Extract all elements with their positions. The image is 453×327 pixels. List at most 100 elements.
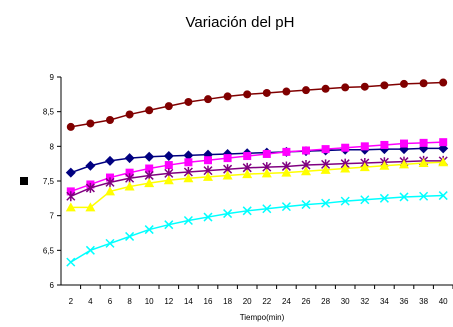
x-axis-label: Tiempo(min) xyxy=(240,313,285,322)
data-point xyxy=(341,83,350,92)
data-point xyxy=(281,202,291,212)
data-point xyxy=(242,206,252,216)
data-point xyxy=(66,191,76,202)
data-point xyxy=(321,84,330,93)
data-point xyxy=(85,160,96,171)
x-tick-label: 32 xyxy=(360,297,369,306)
y-tick-label: 7,5 xyxy=(43,177,55,186)
x-tick-label: 30 xyxy=(341,297,350,306)
chart-title: Variación del pH xyxy=(186,14,295,31)
x-axis: 2 4 6 8 10 12 14 16 18 20 22 24 26 28 30 32 34 36 38 40 xyxy=(61,284,453,306)
data-point xyxy=(183,150,194,161)
data-point xyxy=(380,140,389,149)
y-axis: 6 6,5 7 7,5 8 8,5 9 xyxy=(43,73,62,290)
data-point xyxy=(183,173,194,183)
series-line xyxy=(70,161,444,209)
data-point xyxy=(281,167,292,177)
x-tick-label: 18 xyxy=(223,297,232,306)
data-point xyxy=(379,193,389,203)
data-point xyxy=(145,164,154,173)
x-tick-label: 28 xyxy=(321,297,330,306)
series-4 xyxy=(66,155,448,202)
plot-area xyxy=(65,78,449,267)
data-point xyxy=(341,143,350,152)
series-line xyxy=(70,194,444,263)
data-point xyxy=(164,102,173,111)
data-point xyxy=(301,166,311,176)
data-point xyxy=(340,196,350,206)
data-point xyxy=(360,82,369,91)
data-point xyxy=(359,162,370,172)
data-point xyxy=(400,139,408,148)
data-point xyxy=(321,145,330,154)
data-point xyxy=(105,155,115,166)
data-point xyxy=(163,151,174,162)
data-point xyxy=(438,157,449,167)
data-point xyxy=(184,97,193,106)
data-point xyxy=(65,202,76,212)
series-2 xyxy=(65,143,449,178)
y-tick-label: 7 xyxy=(50,212,55,221)
series-5 xyxy=(65,157,449,212)
y-tick-label: 6 xyxy=(50,281,55,290)
data-point xyxy=(419,79,428,88)
data-point xyxy=(184,158,193,167)
data-point xyxy=(85,182,95,193)
data-point xyxy=(243,90,252,99)
data-point xyxy=(360,195,370,205)
series-6 xyxy=(66,191,448,267)
x-tick-label: 24 xyxy=(282,297,291,306)
series-line xyxy=(70,160,444,197)
data-point xyxy=(282,87,291,96)
data-point xyxy=(125,168,134,177)
data-point xyxy=(86,119,95,128)
x-tick-label: 14 xyxy=(184,297,193,306)
data-point xyxy=(320,164,331,174)
x-tick-label: 22 xyxy=(262,297,271,306)
data-point xyxy=(106,115,114,124)
x-tick-label: 8 xyxy=(127,297,132,306)
data-point xyxy=(105,186,115,196)
x-tick-label: 10 xyxy=(145,297,154,306)
data-point xyxy=(183,215,193,226)
data-point xyxy=(223,209,233,219)
x-tick-label: 4 xyxy=(88,297,93,306)
data-point xyxy=(282,147,291,156)
data-point xyxy=(85,245,95,255)
data-point xyxy=(418,157,429,167)
x-tick-label: 12 xyxy=(164,297,173,306)
data-point xyxy=(439,138,448,147)
data-point xyxy=(242,169,253,179)
data-point xyxy=(379,160,390,170)
data-point xyxy=(204,156,212,165)
data-point xyxy=(360,142,369,151)
data-point xyxy=(419,138,428,147)
x-tick-label: 26 xyxy=(302,297,311,306)
data-point xyxy=(302,86,310,95)
data-point xyxy=(223,92,232,101)
data-point xyxy=(66,122,75,131)
x-tick-label: 40 xyxy=(439,297,448,306)
data-point xyxy=(340,163,351,173)
data-point xyxy=(203,212,213,222)
data-point xyxy=(380,81,389,90)
legend-marker xyxy=(20,177,28,185)
data-point xyxy=(144,225,154,235)
y-tick-label: 6,5 xyxy=(43,246,55,255)
series-line xyxy=(70,81,444,128)
data-point xyxy=(145,106,154,115)
series-1 xyxy=(66,78,448,131)
y-tick-label: 8 xyxy=(50,142,55,151)
data-point xyxy=(65,167,76,178)
data-point xyxy=(399,159,409,169)
data-point xyxy=(321,198,331,208)
data-point xyxy=(419,191,429,201)
data-point xyxy=(125,110,134,119)
data-point xyxy=(124,181,135,191)
x-tick-label: 34 xyxy=(380,297,389,306)
data-point xyxy=(164,220,174,230)
data-point xyxy=(105,238,115,248)
y-tick-label: 8,5 xyxy=(43,108,55,117)
data-point xyxy=(301,200,311,210)
